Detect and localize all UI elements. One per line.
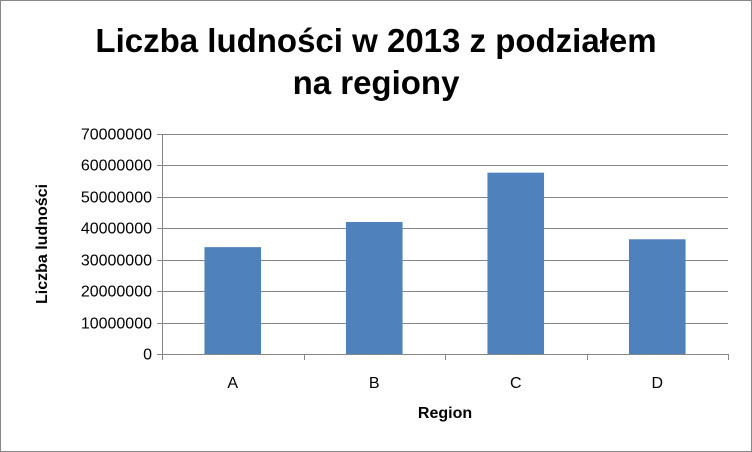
y-tick-label: 50000000 [81, 190, 152, 207]
bar-b [345, 222, 403, 354]
chart-title: Liczba ludności w 2013 z podziałem na re… [40, 20, 712, 104]
y-tick-labels: 0 10000000 20000000 30000000 40000000 5000000… [81, 127, 152, 364]
y-tick-label: 10000000 [81, 316, 152, 333]
bar-a [204, 247, 262, 354]
axes [157, 134, 729, 360]
bars [204, 172, 686, 354]
bar-c [487, 172, 545, 354]
y-tick-label: 30000000 [81, 253, 152, 270]
x-tick-labels: A B C D [227, 375, 663, 392]
y-axis-title: Liczba ludności [34, 184, 51, 304]
x-tick-label: B [369, 375, 380, 392]
bar-d [628, 239, 686, 354]
y-tick-label: 20000000 [81, 284, 152, 301]
y-tick-label: 70000000 [81, 127, 152, 144]
chart-title-line-2: na regiony [292, 64, 460, 101]
y-tick-label: 60000000 [81, 158, 152, 175]
y-tick-label: 40000000 [81, 221, 152, 238]
x-tick-label: A [227, 375, 238, 392]
x-axis-title: Region [418, 405, 472, 422]
x-tick-label: C [510, 375, 522, 392]
chart-title-line-1: Liczba ludności w 2013 z podziałem [95, 22, 657, 59]
x-tick-label: D [651, 375, 663, 392]
y-tick-label: 0 [143, 347, 152, 364]
